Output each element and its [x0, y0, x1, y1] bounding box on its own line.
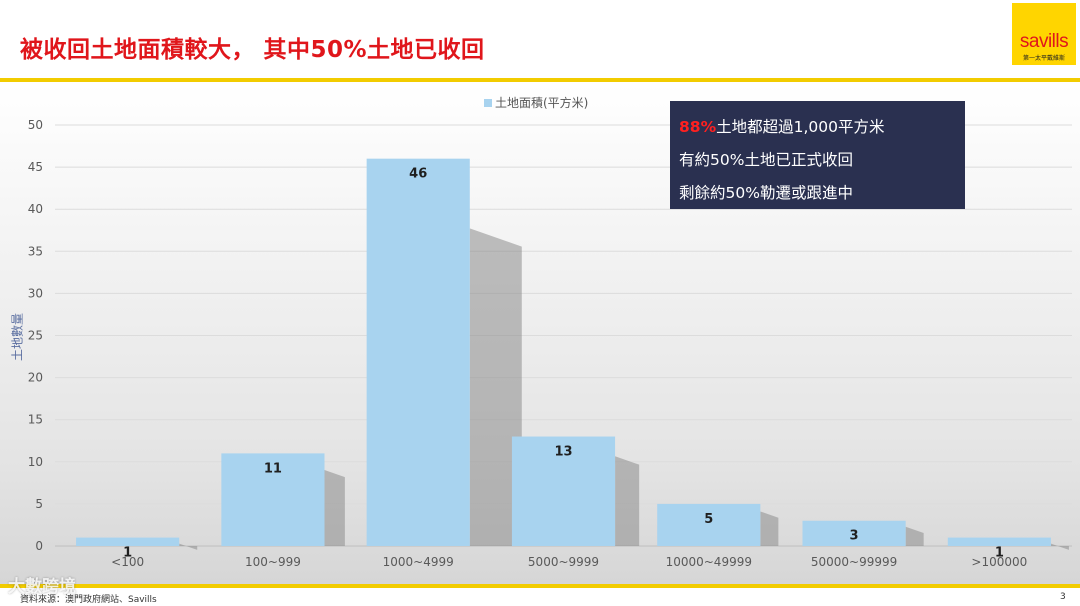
callout-line-1-text: 土地都超過1,000平方米 — [716, 118, 885, 136]
bar — [802, 520, 906, 546]
watermark: 大數跨境 — [8, 577, 76, 597]
bar — [657, 503, 761, 546]
bar — [366, 158, 470, 546]
data-label: 5 — [704, 512, 713, 527]
callout-highlight: 88% — [679, 118, 717, 136]
bar-shadow — [1050, 543, 1069, 550]
legend-label: 土地面積(平方米) — [495, 96, 589, 110]
y-tick-label: 30 — [28, 286, 43, 300]
chart-legend: 土地面積(平方米) — [484, 94, 588, 111]
source-note: 資料來源：澳門政府網站、Savills — [20, 595, 157, 605]
y-tick-label: 15 — [28, 413, 43, 427]
y-tick-label: 45 — [28, 160, 43, 174]
y-tick-label: 10 — [28, 455, 43, 469]
bar — [76, 537, 180, 546]
bar-shadow — [905, 526, 924, 546]
x-tick-label: 100~999 — [245, 555, 301, 569]
x-tick-label: 1000~4999 — [383, 555, 454, 569]
title-divider — [0, 78, 1080, 82]
callout-line-1: 88%土地都超過1,000平方米 — [679, 111, 965, 144]
logo-subtitle: 第一太平戴維斯 — [1022, 55, 1065, 62]
logo-wordmark: savills — [1019, 31, 1069, 52]
data-label: 1 — [123, 546, 132, 561]
callout-box: 88%土地都超過1,000平方米 有約50%土地已正式收回 剩餘約50%勒遷或跟… — [670, 101, 965, 209]
y-axis-label: 土地數量 — [10, 312, 25, 362]
callout-line-3: 剩餘約50%勒遷或跟進中 — [679, 184, 853, 202]
y-tick-label: 35 — [28, 244, 43, 258]
bar-shadow — [615, 456, 640, 546]
data-label: 46 — [409, 167, 427, 182]
x-tick-label: >100000 — [971, 555, 1027, 569]
data-label: 13 — [554, 445, 572, 460]
data-label: 1 — [995, 546, 1004, 561]
y-tick-label: 25 — [28, 329, 43, 343]
x-tick-label: 5000~9999 — [528, 555, 599, 569]
y-tick-label: 40 — [28, 202, 43, 216]
y-tick-label: 50 — [28, 118, 43, 132]
bar — [511, 436, 616, 546]
page-number: 3 — [1060, 592, 1066, 602]
bar-shadow — [760, 511, 779, 546]
legend-swatch — [484, 98, 492, 107]
slide-title: 被收回土地面積較大， 其中50%土地已收回 — [20, 37, 485, 63]
bar-shadow — [324, 470, 345, 546]
data-label: 3 — [850, 529, 859, 544]
y-tick-label: 20 — [28, 371, 43, 385]
bar-shadow — [469, 228, 522, 547]
callout-line-2: 有約50%土地已正式收回 — [679, 151, 853, 169]
y-tick-label: 5 — [35, 497, 43, 511]
bar — [221, 453, 325, 546]
x-tick-label: <100 — [111, 555, 144, 569]
x-tick-label: 10000~49999 — [666, 555, 752, 569]
bar — [947, 537, 1051, 546]
x-tick-label: 50000~99999 — [811, 555, 897, 569]
bar-shadow — [179, 543, 198, 550]
footer-divider — [0, 584, 1080, 588]
data-label: 11 — [264, 461, 282, 476]
y-tick-label: 0 — [35, 539, 43, 553]
savills-logo: savills 第一太平戴維斯 — [1012, 3, 1076, 65]
